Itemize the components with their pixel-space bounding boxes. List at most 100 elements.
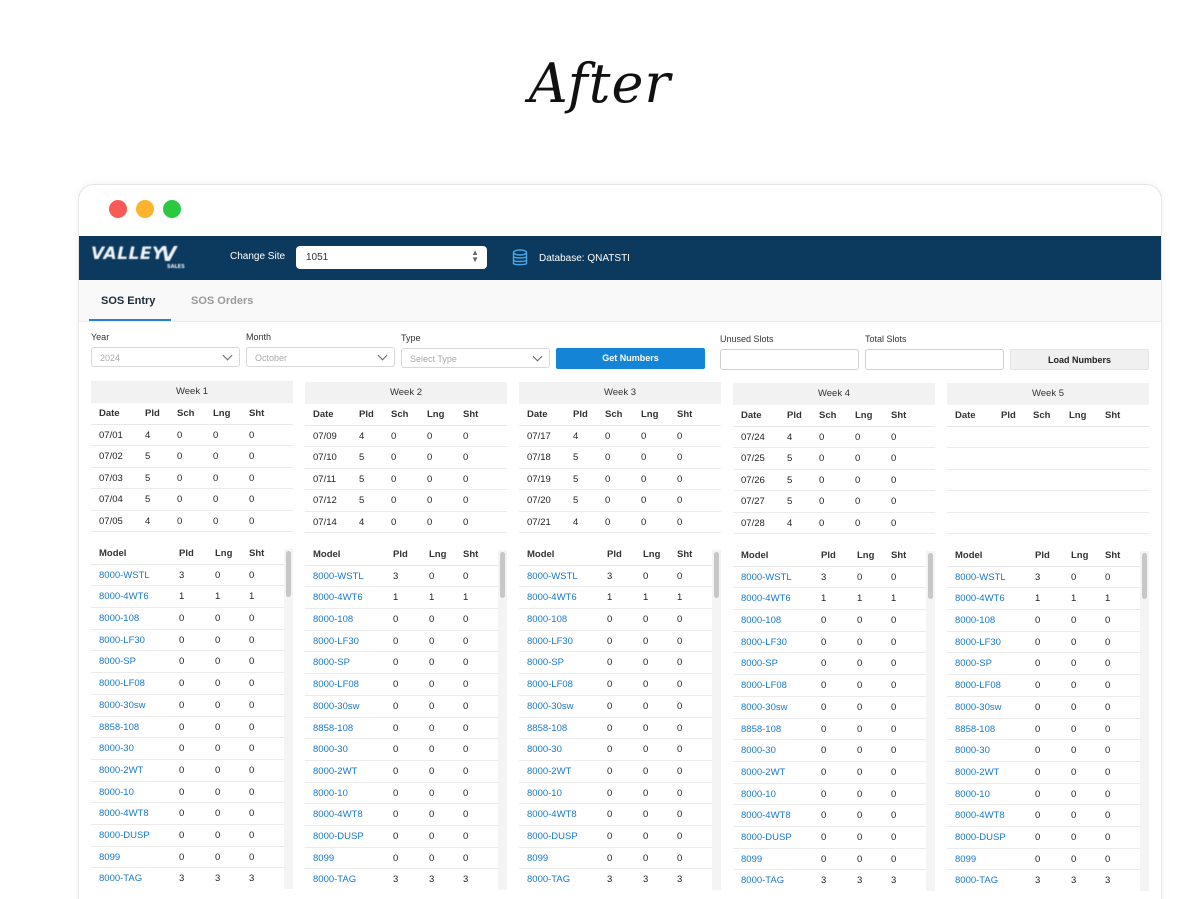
model-table-scrollbar[interactable] (926, 551, 935, 891)
model-link[interactable]: 8000-4WT6 (99, 591, 149, 603)
model-link[interactable]: 8099 (313, 852, 335, 864)
model-link[interactable]: 8000-108 (99, 613, 140, 625)
model-link[interactable]: 8000-LF30 (313, 635, 359, 647)
model-link[interactable]: 8000-LF30 (99, 634, 145, 646)
model-link[interactable]: 8000-4WT8 (313, 809, 363, 821)
model-link[interactable]: 8000-4WT8 (741, 810, 791, 822)
model-table-scrollbar[interactable] (712, 550, 721, 890)
model-table-scrollbar[interactable] (498, 550, 507, 890)
model-link[interactable]: 8000-TAG (313, 874, 357, 886)
tab-sos-orders[interactable]: SOS Orders (191, 295, 254, 307)
model-link[interactable]: 8000-2WT (955, 766, 1000, 778)
model-link[interactable]: 8000-2WT (741, 766, 786, 778)
model-link[interactable]: 8000-2WT (313, 765, 358, 777)
year-select[interactable]: 2024 (91, 347, 240, 367)
model-link[interactable]: 8000-LF30 (741, 636, 787, 648)
model-link[interactable]: 8000-LF30 (527, 635, 573, 647)
model-link[interactable]: 8000-30sw (741, 701, 788, 713)
model-link[interactable]: 8099 (741, 853, 763, 865)
model-link[interactable]: 8000-30sw (955, 701, 1002, 713)
model-link[interactable]: 8000-DUSP (99, 829, 150, 841)
model-link[interactable]: 8099 (527, 852, 549, 864)
maximize-window-button[interactable] (163, 200, 181, 218)
model-link[interactable]: 8000-WSTL (741, 571, 792, 583)
model-link[interactable]: 8000-4WT8 (527, 809, 577, 821)
scrollbar-thumb[interactable] (928, 553, 933, 599)
model-link[interactable]: 8000-30sw (313, 700, 360, 712)
model-table-scrollbar[interactable] (284, 549, 293, 889)
model-link[interactable]: 8000-4WT6 (527, 592, 577, 604)
model-link[interactable]: 8000-108 (955, 615, 996, 627)
model-link[interactable]: 8000-30 (741, 745, 776, 757)
load-numbers-button[interactable]: Load Numbers (1010, 349, 1149, 370)
model-link[interactable]: 8000-TAG (955, 875, 999, 887)
model-link[interactable]: 8000-30 (955, 745, 990, 757)
model-link[interactable]: 8000-10 (313, 787, 348, 799)
model-link[interactable]: 8000-SP (955, 658, 992, 670)
scrollbar-thumb[interactable] (1142, 553, 1147, 599)
total-slots-input[interactable] (865, 349, 1004, 370)
model-link[interactable]: 8000-WSTL (313, 570, 364, 582)
month-select[interactable]: October (246, 347, 395, 367)
model-link[interactable]: 8000-30 (527, 744, 562, 756)
scrollbar-thumb[interactable] (286, 551, 291, 597)
minimize-window-button[interactable] (136, 200, 154, 218)
model-link[interactable]: 8000-LF08 (527, 679, 573, 691)
model-link[interactable]: 8858-108 (313, 722, 354, 734)
model-link[interactable]: 8000-10 (527, 787, 562, 799)
model-link[interactable]: 8000-4WT8 (955, 810, 1005, 822)
model-link[interactable]: 8000-30sw (99, 699, 146, 711)
model-link[interactable]: 8000-WSTL (527, 570, 578, 582)
model-link[interactable]: 8858-108 (741, 723, 782, 735)
get-numbers-button[interactable]: Get Numbers (556, 348, 705, 369)
unused-slots-input[interactable] (720, 349, 859, 370)
model-link[interactable]: 8000-TAG (99, 873, 143, 885)
model-link[interactable]: 8000-LF08 (955, 680, 1001, 692)
model-link[interactable]: 8000-DUSP (527, 830, 578, 842)
model-link[interactable]: 8000-2WT (99, 764, 144, 776)
model-link[interactable]: 8000-10 (741, 788, 776, 800)
model-link[interactable]: 8000-LF30 (955, 636, 1001, 648)
model-link[interactable]: 8000-TAG (527, 874, 571, 886)
model-link[interactable]: 8000-TAG (741, 875, 785, 887)
model-link[interactable]: 8000-LF08 (741, 680, 787, 692)
model-link[interactable]: 8000-108 (741, 615, 782, 627)
model-link[interactable]: 8000-WSTL (955, 571, 1006, 583)
model-link[interactable]: 8000-4WT8 (99, 808, 149, 820)
type-select[interactable]: Select Type (401, 348, 550, 368)
table-cell: 0 (857, 788, 863, 800)
model-link[interactable]: 8000-LF08 (99, 678, 145, 690)
model-link[interactable]: 8000-SP (99, 656, 136, 668)
model-link[interactable]: 8000-4WT6 (313, 592, 363, 604)
model-link[interactable]: 8000-SP (741, 658, 778, 670)
close-window-button[interactable] (109, 200, 127, 218)
model-link[interactable]: 8000-10 (955, 788, 990, 800)
model-table-scrollbar[interactable] (1140, 551, 1149, 891)
model-link[interactable]: 8000-DUSP (955, 831, 1006, 843)
site-select[interactable]: 1051 ▲ ▼ (296, 246, 487, 269)
model-link[interactable]: 8000-DUSP (741, 831, 792, 843)
model-link[interactable]: 8000-2WT (527, 765, 572, 777)
model-link[interactable]: 8858-108 (99, 721, 140, 733)
model-link[interactable]: 8000-30 (99, 743, 134, 755)
model-link[interactable]: 8000-SP (527, 657, 564, 669)
model-link[interactable]: 8858-108 (955, 723, 996, 735)
scrollbar-thumb[interactable] (714, 552, 719, 598)
model-link[interactable]: 8000-4WT6 (741, 593, 791, 605)
model-link[interactable]: 8000-108 (527, 614, 568, 626)
model-link[interactable]: 8000-LF08 (313, 679, 359, 691)
table-cell: 0 (179, 613, 185, 625)
model-link[interactable]: 8000-WSTL (99, 569, 150, 581)
scrollbar-thumb[interactable] (500, 552, 505, 598)
model-link[interactable]: 8000-10 (99, 786, 134, 798)
tab-sos-entry[interactable]: SOS Entry (101, 295, 156, 307)
model-link[interactable]: 8858-108 (527, 722, 568, 734)
model-link[interactable]: 8000-30 (313, 744, 348, 756)
model-link[interactable]: 8000-4WT6 (955, 593, 1005, 605)
model-link[interactable]: 8099 (99, 851, 121, 863)
model-link[interactable]: 8000-SP (313, 657, 350, 669)
model-link[interactable]: 8000-30sw (527, 700, 574, 712)
model-link[interactable]: 8000-108 (313, 614, 354, 626)
model-link[interactable]: 8099 (955, 853, 977, 865)
model-link[interactable]: 8000-DUSP (313, 830, 364, 842)
